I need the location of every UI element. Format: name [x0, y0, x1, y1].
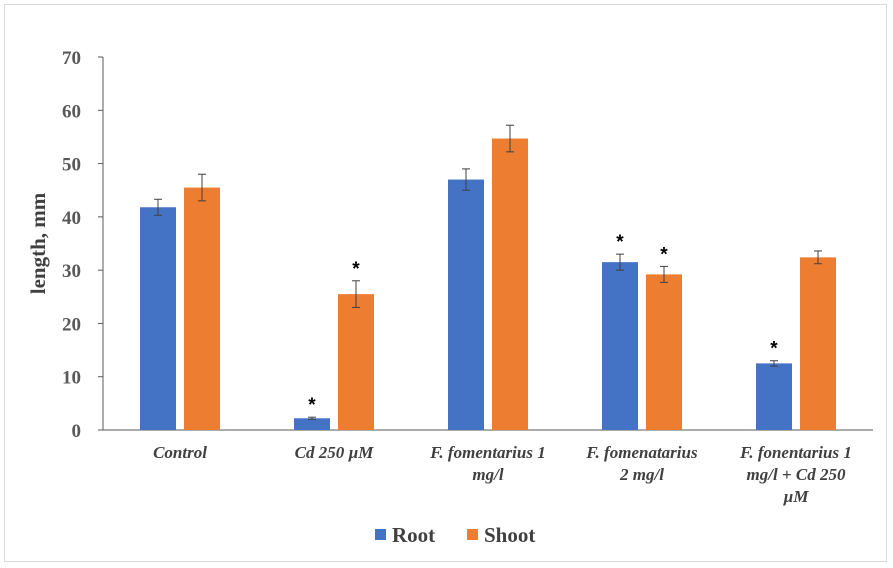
- bar-shoot-2: [492, 138, 528, 430]
- category-label: F. fomentarius 1: [429, 443, 545, 462]
- bar-shoot-4: [800, 257, 836, 430]
- y-tick-label: 20: [62, 314, 81, 335]
- chart-frame: 0 10 20 30 40 50 60 70 length, mm * * * * * Control…: [4, 4, 887, 562]
- category-label: F. fomenatarius: [585, 443, 698, 462]
- y-tick-label: 50: [62, 155, 81, 176]
- legend-swatch-shoot: [467, 529, 478, 540]
- bar-root-1: [294, 418, 330, 430]
- category-label: Cd 250 µM: [295, 443, 375, 462]
- y-axis-title: length, mm: [26, 192, 50, 294]
- legend: Root Shoot: [375, 523, 535, 547]
- bar-root-3: [602, 262, 638, 430]
- category-label: F. fonentarius 1: [739, 443, 852, 462]
- category-label: mg/l: [472, 465, 503, 484]
- category-label: mg/l + Cd 250: [747, 465, 846, 484]
- legend-label-root: Root: [392, 523, 435, 547]
- significance-star: *: [660, 244, 668, 265]
- category-label: µM: [783, 487, 810, 506]
- y-tick-label: 40: [62, 208, 81, 229]
- significance-star: *: [308, 395, 316, 416]
- x-axis-categories: Control Cd 250 µM F. fomentarius 1 mg/l F. f…: [153, 443, 852, 506]
- bar-shoot-3: [646, 274, 682, 430]
- legend-label-shoot: Shoot: [484, 523, 535, 547]
- y-tick-label: 0: [72, 421, 82, 442]
- y-axis-ticks: 0 10 20 30 40 50 60 70: [62, 48, 103, 442]
- bar-shoot-1: [338, 294, 374, 430]
- category-label: 2 mg/l: [619, 465, 664, 484]
- error-bars: [154, 124, 822, 420]
- y-tick-label: 10: [62, 368, 81, 389]
- y-tick-label: 30: [62, 261, 81, 282]
- significance-star: *: [352, 259, 360, 280]
- y-tick-label: 70: [62, 48, 81, 69]
- significance-markers: * * * * *: [308, 232, 778, 416]
- bar-root-2: [448, 179, 484, 430]
- y-tick-label: 60: [62, 101, 81, 122]
- bars: [140, 138, 836, 430]
- significance-star: *: [616, 232, 624, 253]
- category-label: Control: [153, 443, 207, 462]
- bar-chart: 0 10 20 30 40 50 60 70 length, mm * * * * * Control…: [26, 48, 873, 547]
- significance-star: *: [770, 339, 778, 360]
- bar-shoot-0: [184, 187, 220, 430]
- legend-swatch-root: [375, 529, 386, 540]
- bar-root-0: [140, 207, 176, 430]
- bar-root-4: [756, 363, 792, 430]
